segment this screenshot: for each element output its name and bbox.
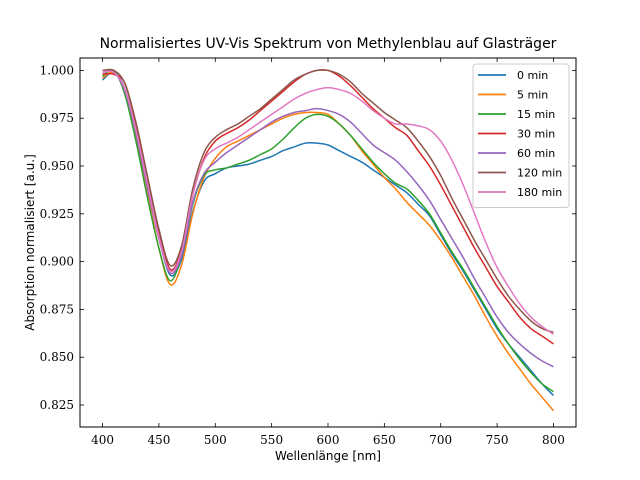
legend-label: 120 min [517, 167, 562, 180]
series-line-1 [102, 71, 555, 412]
y-tick-label: 1.000 [40, 63, 74, 77]
y-tick-label: 0.825 [40, 398, 74, 412]
x-axis-title: Wellenlänge [nm] [275, 449, 381, 463]
x-tick-label: 450 [147, 433, 170, 447]
y-tick-label: 0.925 [40, 207, 74, 221]
series-line-5 [102, 68, 554, 334]
legend-label: 15 min [517, 108, 555, 121]
x-tick-label: 800 [542, 433, 565, 447]
x-tick-label: 400 [91, 433, 114, 447]
y-tick-label: 0.850 [40, 350, 74, 364]
series-line-6 [102, 70, 554, 335]
x-tick-label: 750 [486, 433, 509, 447]
legend: 0 min 5 min 15 min 30 min 60 min 120 min 180 m… [472, 63, 570, 208]
legend-label: 60 min [517, 147, 555, 160]
x-tick-label: 700 [429, 433, 452, 447]
y-tick-label: 0.950 [40, 159, 74, 173]
x-tick-label: 600 [317, 433, 340, 447]
chart-title: Normalisiertes UV-Vis Spektrum von Methy… [100, 36, 557, 52]
y-tick-label: 0.975 [40, 111, 74, 125]
y-tick-label: 0.900 [40, 255, 74, 269]
x-tick-label: 650 [373, 433, 396, 447]
legend-label: 180 min [517, 186, 562, 199]
x-tick-label: 500 [204, 433, 227, 447]
y-axis-title: Absorption normalisiert [a.u.] [23, 154, 37, 331]
y-tick-label: 0.875 [40, 302, 74, 316]
series-line-4 [102, 70, 554, 368]
legend-label: 0 min [517, 69, 548, 82]
x-tick-label: 550 [260, 433, 283, 447]
axis-ticks: 400 450 500 550 600 650 700 750 800 0.825 0.850 0.8… [40, 58, 576, 447]
plot-area [102, 68, 555, 412]
legend-label: 5 min [517, 89, 548, 102]
legend-label: 30 min [517, 128, 555, 141]
